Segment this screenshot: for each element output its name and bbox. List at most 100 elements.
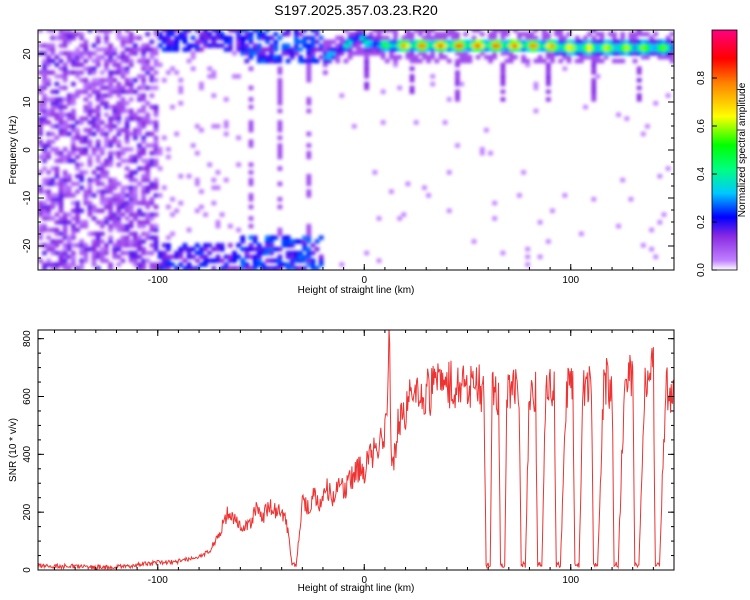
spectrogram-cell — [636, 51, 642, 56]
spectrogram-cell — [104, 31, 109, 37]
spectrogram-cell — [628, 31, 634, 37]
spectrogram-cell — [190, 35, 196, 41]
spectrogram-cell — [393, 47, 398, 52]
spectrogram-cell — [104, 62, 109, 68]
spectrogram-cell — [244, 266, 250, 270]
spectrogram-cell — [66, 254, 72, 260]
spectrogram-cell — [120, 85, 126, 91]
spectrogram-cell — [512, 43, 518, 48]
spectrogram-cell — [364, 54, 369, 60]
spectrogram-cell — [83, 254, 89, 260]
spectrogram-cell — [541, 39, 547, 45]
spectrogram-cell — [87, 231, 93, 237]
spectrogram-cell — [186, 227, 192, 233]
spectrogram-cell — [116, 197, 122, 202]
spectrogram-cell — [455, 31, 460, 37]
spectrogram-cell — [347, 31, 353, 37]
spectrogram-cell — [38, 116, 43, 121]
spectrogram-cell — [75, 220, 80, 225]
spectrogram-cell — [71, 208, 76, 213]
spectrogram-cell — [62, 212, 68, 217]
spectrogram-cell — [269, 35, 275, 41]
spectrogram-cell — [104, 200, 109, 206]
spectrogram-cell — [87, 200, 93, 206]
spectrogram-cell — [599, 39, 605, 45]
spectrogram-cell — [393, 54, 398, 60]
spectrogram-cell — [194, 177, 200, 183]
spectrogram-cell — [71, 135, 76, 141]
spectrogram-cell — [488, 47, 493, 52]
spectrogram-cell — [281, 243, 287, 248]
spectrogram-cell — [211, 258, 217, 263]
y-tick-label: 0 — [22, 567, 33, 573]
spectrogram-cell — [128, 254, 134, 260]
spectrogram-cell — [194, 43, 200, 48]
spectrogram-cell — [132, 131, 138, 137]
spectrogram-cell — [227, 254, 233, 260]
spectrogram-cell — [137, 208, 142, 213]
spectrogram-cell — [116, 62, 122, 68]
spectrogram-cell — [46, 81, 51, 87]
spectrogram-cell — [108, 51, 113, 56]
spectrogram-cell — [99, 181, 105, 187]
spectrogram-cell — [137, 246, 142, 252]
spectrogram-cell — [389, 39, 394, 45]
spectrogram-cell — [269, 266, 275, 270]
spectrogram-cell — [591, 43, 597, 48]
spectrogram-cell — [108, 78, 113, 83]
spectrogram-cell — [455, 62, 460, 68]
spectrogram-cell — [310, 262, 316, 267]
spectrogram-cell — [595, 31, 601, 37]
spectrogram-cell — [450, 31, 456, 37]
spectrogram-cell — [116, 143, 122, 148]
spectrogram-cell — [178, 250, 184, 256]
spectrogram-cell — [166, 35, 171, 41]
spectrogram-cell — [58, 43, 64, 48]
spectrogram-cell — [116, 93, 122, 98]
spectrogram-cell — [174, 35, 180, 41]
spectrogram-cell — [248, 223, 254, 229]
spectrogram-cell — [54, 54, 60, 60]
spectrogram-cell — [95, 220, 101, 225]
spectrogram-cell — [58, 220, 64, 225]
spectrogram-cell — [83, 193, 89, 198]
spectrogram-cell — [58, 108, 64, 114]
spectrogram-cell — [661, 39, 667, 45]
spectrogram-cell — [46, 43, 51, 48]
spectrogram-cell — [161, 39, 167, 45]
spectrogram-cell — [141, 258, 146, 263]
spectrogram-cell — [91, 208, 97, 213]
spectrogram-cell — [632, 35, 638, 41]
spectrogram-cell — [434, 58, 440, 64]
spectrogram-cell — [190, 51, 196, 56]
spectrogram-cell — [116, 54, 122, 60]
spectrogram-cell — [591, 89, 597, 94]
spectrogram-cell — [294, 51, 299, 56]
spectrogram-cell — [132, 262, 138, 267]
spectrogram-cell — [661, 47, 667, 52]
spectrogram-cell — [401, 35, 407, 41]
spectrogram-cell — [54, 250, 60, 256]
spectrogram-cell — [554, 31, 559, 37]
spectrogram-cell — [273, 246, 279, 252]
spectrogram-cell — [314, 31, 320, 37]
spectrogram-cell — [54, 227, 60, 233]
spectrogram-cell — [624, 116, 630, 121]
spectrogram-cell — [120, 158, 126, 164]
spectrogram-cell — [112, 70, 118, 75]
spectrogram-cell — [132, 135, 138, 141]
spectrogram-cell — [161, 30, 167, 33]
spectrogram-cell — [145, 216, 151, 221]
spectrogram-cell — [281, 51, 287, 56]
spectrogram-cell — [269, 243, 275, 248]
spectrogram-cell — [409, 35, 415, 41]
spectrogram-cell — [157, 62, 163, 68]
spectrogram-cell — [116, 108, 122, 114]
spectrogram-cell — [141, 54, 146, 60]
spectrogram-cell — [104, 197, 109, 202]
spectrogram-cell — [422, 54, 427, 60]
spectrogram-cell — [240, 47, 246, 52]
spectrogram-cell — [591, 39, 597, 45]
spectrogram-cell — [166, 47, 171, 52]
